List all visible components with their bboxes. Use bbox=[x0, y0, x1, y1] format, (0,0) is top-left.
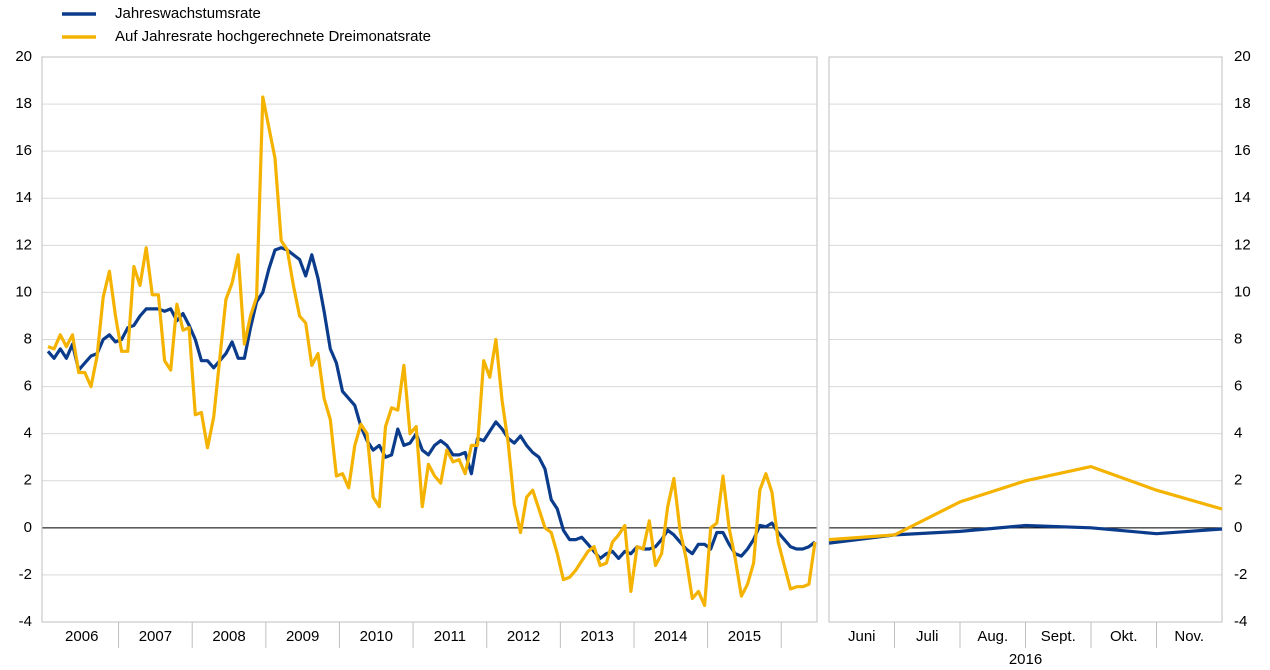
y-tick-label: 18 bbox=[15, 95, 32, 112]
x-tick-label: Juni bbox=[848, 628, 876, 645]
x-tick-label: 2009 bbox=[286, 628, 319, 645]
series-line bbox=[828, 465, 1223, 542]
y-tick-label: 10 bbox=[1234, 283, 1251, 300]
x-tick-label: Aug. bbox=[977, 628, 1008, 645]
x-tick-label: Nov. bbox=[1174, 628, 1204, 645]
y-tick-label: 20 bbox=[1234, 48, 1251, 65]
y-tick-label: 16 bbox=[1234, 142, 1251, 159]
x-tick-label: 2007 bbox=[139, 628, 172, 645]
x-tick-label: 2012 bbox=[507, 628, 540, 645]
y-tick-label: -2 bbox=[19, 566, 32, 583]
x-tick-label: 2013 bbox=[580, 628, 613, 645]
y-tick-label: 4 bbox=[1234, 425, 1242, 442]
y-tick-label: 4 bbox=[24, 425, 32, 442]
series-line bbox=[47, 95, 817, 608]
y-tick-label: 6 bbox=[24, 378, 32, 395]
y-tick-label: 6 bbox=[1234, 378, 1242, 395]
x-tick-label: Okt. bbox=[1110, 628, 1138, 645]
x-tick-label: 2015 bbox=[728, 628, 761, 645]
x-tick-label: 2014 bbox=[654, 628, 687, 645]
x-tick-label: 2011 bbox=[434, 628, 466, 645]
y-tick-label: 2 bbox=[1234, 472, 1242, 489]
y-tick-label: 14 bbox=[15, 189, 32, 206]
y-tick-label: 0 bbox=[1234, 519, 1242, 536]
y-tick-label: 12 bbox=[1234, 236, 1251, 253]
plot-frame bbox=[41, 56, 818, 623]
series-line bbox=[46, 246, 816, 560]
y-tick-label: 16 bbox=[15, 142, 32, 159]
y-tick-label: -4 bbox=[1234, 613, 1247, 630]
x-tick-label: 2006 bbox=[65, 628, 98, 645]
y-tick-label: 20 bbox=[15, 48, 32, 65]
x-tick-label: Sept. bbox=[1041, 628, 1076, 645]
y-tick-label: -2 bbox=[1234, 566, 1247, 583]
y-tick-label: 12 bbox=[15, 236, 32, 253]
legend-label: Jahreswachstumsrate bbox=[115, 5, 261, 22]
x-tick-label: 2010 bbox=[360, 628, 393, 645]
x-tick-label: 2008 bbox=[212, 628, 245, 645]
x-tick-label: Juli bbox=[916, 628, 939, 645]
y-tick-label: -4 bbox=[19, 613, 32, 630]
y-tick-label: 18 bbox=[1234, 95, 1251, 112]
legend-label: Auf Jahresrate hochgerechnete Dreimonats… bbox=[115, 28, 431, 45]
x-group-label: 2016 bbox=[1009, 651, 1042, 668]
y-tick-label: 2 bbox=[24, 472, 32, 489]
y-tick-label: 14 bbox=[1234, 189, 1251, 206]
y-tick-label: 8 bbox=[24, 330, 32, 347]
y-tick-label: 8 bbox=[1234, 330, 1242, 347]
y-tick-label: 10 bbox=[15, 283, 32, 300]
y-tick-label: 0 bbox=[24, 519, 32, 536]
